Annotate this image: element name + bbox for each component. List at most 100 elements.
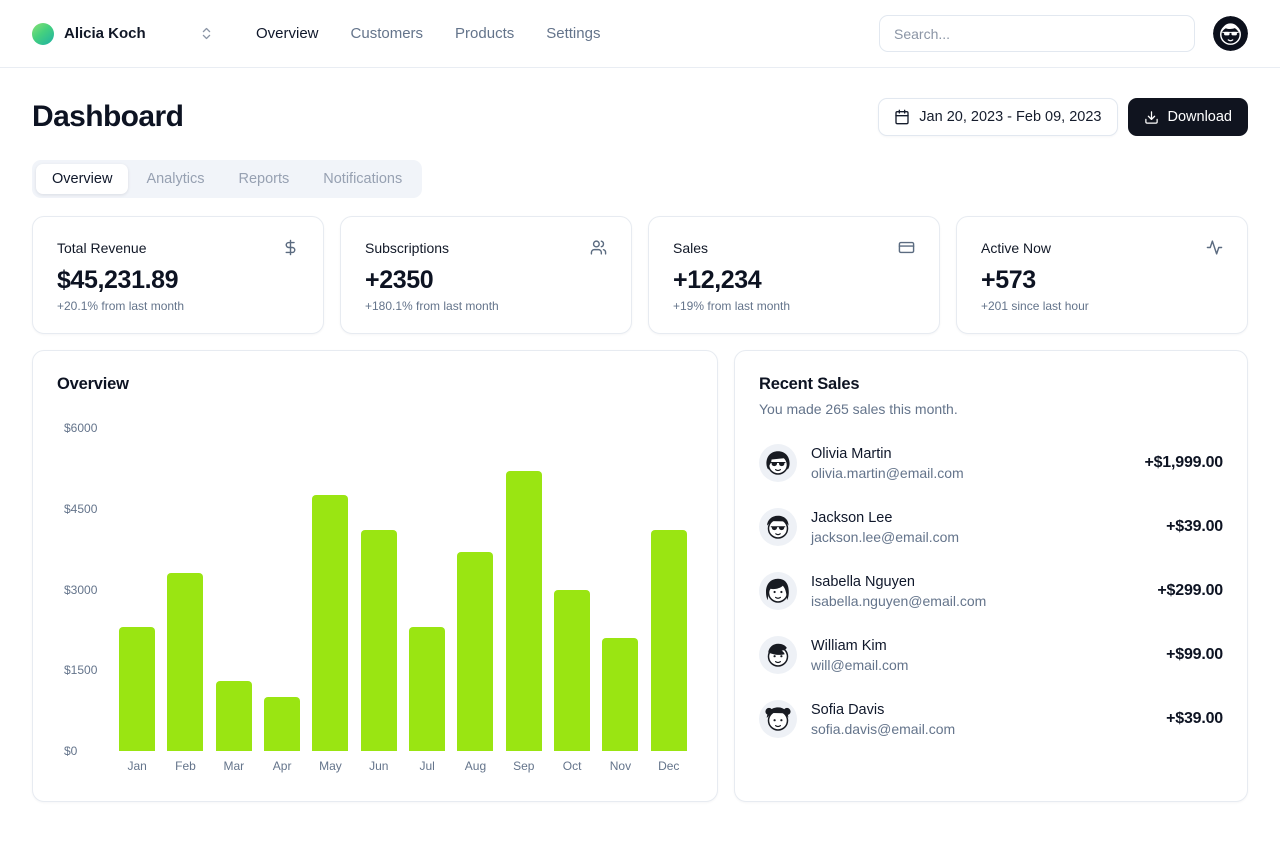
- avatar-william-icon: [760, 637, 796, 673]
- bar-column: [451, 428, 499, 751]
- customer-email: will@email.com: [811, 656, 909, 673]
- sale-row: Olivia Martin olivia.martin@email.com +$…: [759, 444, 1223, 482]
- recent-sales-subtitle: You made 265 sales this month.: [759, 401, 958, 417]
- download-button[interactable]: Download: [1127, 98, 1248, 136]
- x-axis-label: Mar: [223, 759, 245, 773]
- nav-item[interactable]: Settings: [546, 25, 601, 42]
- stat-card-title: Total Revenue: [57, 239, 147, 256]
- x-axis-label: Apr: [272, 759, 292, 773]
- stat-card-value: +573: [981, 266, 1036, 294]
- sale-amount: +$39.00: [1166, 518, 1223, 535]
- bar-jul: [409, 627, 446, 751]
- avatar-olivia-icon: [760, 445, 796, 481]
- chart-bars: [113, 428, 693, 751]
- tab[interactable]: Notifications: [307, 164, 418, 194]
- date-range-picker[interactable]: Jan 20, 2023 - Feb 09, 2023: [878, 98, 1118, 136]
- page-title: Dashboard: [32, 100, 184, 133]
- customer-avatar: [759, 444, 797, 482]
- users-icon: [590, 239, 607, 256]
- y-axis-tick: $3000: [64, 582, 98, 597]
- x-axis-label: Jan: [127, 759, 147, 773]
- bar-dec: [650, 530, 687, 751]
- team-name: Alicia Koch: [64, 25, 146, 42]
- stat-card-value: +2350: [365, 266, 434, 294]
- x-axis-label: Oct: [562, 759, 582, 773]
- bar-column: [161, 428, 209, 751]
- stat-card-title: Active Now: [981, 239, 1052, 256]
- bar-may: [312, 495, 349, 751]
- calendar-icon: [894, 109, 910, 125]
- dollar-sign-icon: [282, 239, 299, 256]
- nav-item[interactable]: Overview: [256, 25, 319, 42]
- dashboard-page: Dashboard Jan 20, 2023 - Feb 09, 2023 Do…: [0, 68, 1280, 838]
- stat-card: Sales +12,234 +19% from last month: [648, 216, 940, 334]
- customer-name: William Kim: [811, 637, 887, 654]
- y-axis: $0 $1500 $3000 $4500 $6000: [57, 421, 113, 758]
- tab[interactable]: Overview: [36, 164, 129, 194]
- x-axis-label: Nov: [609, 759, 632, 773]
- bar-feb: [167, 573, 204, 751]
- customer-name: Isabella Nguyen: [811, 573, 915, 590]
- bar-oct: [554, 589, 591, 751]
- stat-card-change: +20.1% from last month: [57, 299, 185, 313]
- recent-sales-list: Olivia Martin olivia.martin@email.com +$…: [759, 444, 1223, 738]
- credit-card-icon: [898, 239, 915, 256]
- tab[interactable]: Analytics: [130, 164, 220, 194]
- search-input[interactable]: [879, 15, 1195, 52]
- team-switcher[interactable]: Alicia Koch: [32, 22, 214, 45]
- stat-card: Total Revenue $45,231.89 +20.1% from las…: [32, 216, 324, 334]
- activity-icon: [1206, 239, 1223, 256]
- search-container: [879, 15, 1195, 52]
- customer-email: olivia.martin@email.com: [811, 464, 964, 481]
- recent-sales-title: Recent Sales: [759, 375, 860, 393]
- bar-jun: [360, 530, 397, 751]
- chart-title: Overview: [57, 375, 129, 393]
- avatar-isabella-icon: [760, 573, 796, 609]
- x-axis-label: Aug: [464, 759, 487, 773]
- download-label: Download: [1167, 109, 1233, 125]
- customer-email: jackson.lee@email.com: [811, 528, 960, 545]
- stat-card-change: +201 since last hour: [981, 299, 1089, 313]
- bar-apr: [264, 697, 301, 751]
- bar-column: [210, 428, 258, 751]
- customer-email: sofia.davis@email.com: [811, 720, 956, 737]
- recent-sales-card: Recent Sales You made 265 sales this mon…: [734, 350, 1248, 802]
- stat-card: Subscriptions +2350 +180.1% from last mo…: [340, 216, 632, 334]
- x-axis-label: May: [319, 759, 342, 773]
- customer-name: Olivia Martin: [811, 445, 892, 462]
- bar-column: [645, 428, 693, 751]
- customer-avatar: [759, 508, 797, 546]
- nav-item[interactable]: Customers: [350, 25, 424, 42]
- nav-item[interactable]: Products: [455, 25, 515, 42]
- bar-column: [113, 428, 161, 751]
- y-axis-tick: $4500: [64, 501, 98, 516]
- user-menu-button[interactable]: [1213, 16, 1248, 51]
- stat-card-title: Subscriptions: [365, 239, 450, 256]
- x-axis: Jan Feb Mar Apr May Jun Jul Aug Sep Oct Nov Dec: [113, 759, 693, 773]
- main-nav: Overview Customers Products Settings: [256, 25, 600, 42]
- stat-card-value: $45,231.89: [57, 266, 179, 294]
- y-axis-tick: $1500: [64, 663, 98, 678]
- sale-row: Isabella Nguyen isabella.nguyen@email.co…: [759, 572, 1223, 610]
- bar-column: [403, 428, 451, 751]
- bar-column: [548, 428, 596, 751]
- stat-card-change: +180.1% from last month: [365, 299, 499, 313]
- bar-mar: [215, 681, 252, 751]
- bar-column: [500, 428, 548, 751]
- team-avatar: [32, 22, 54, 45]
- stat-card: Active Now +573 +201 since last hour: [956, 216, 1248, 334]
- customer-avatar: [759, 572, 797, 610]
- y-axis-tick: $6000: [64, 421, 98, 435]
- customer-name: Sofia Davis: [811, 701, 885, 718]
- download-icon: [1144, 110, 1159, 125]
- avatar-sofia-icon: [760, 701, 796, 737]
- bar-sep: [505, 471, 542, 751]
- x-axis-label: Jul: [419, 759, 435, 773]
- tab[interactable]: Reports: [222, 164, 305, 194]
- y-axis-tick: $0: [64, 744, 78, 758]
- top-navigation-bar: Alicia Koch Overview Customers Products Set…: [0, 0, 1280, 68]
- overview-bar-chart: $0 $1500 $3000 $4500 $6000 Jan Feb Mar Apr May Ju…: [57, 421, 693, 773]
- overview-chart-card: Overview $0 $1500 $3000 $4500 $6000 Jan Feb Ma…: [32, 350, 718, 802]
- sale-row: Jackson Lee jackson.lee@email.com +$39.0…: [759, 508, 1223, 546]
- bar-column: [306, 428, 354, 751]
